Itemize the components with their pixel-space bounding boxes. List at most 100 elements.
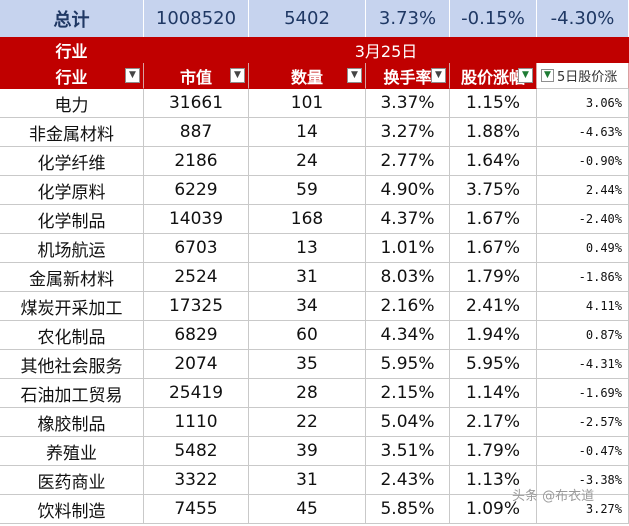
total-five-day-change[interactable]: -4.30% [537, 0, 629, 37]
total-turnover[interactable]: 3.73% [366, 0, 450, 37]
total-market-cap[interactable]: 1008520 [144, 0, 249, 37]
price-change-cell[interactable]: 5.95% [450, 350, 537, 379]
total-price-change[interactable]: -0.15% [450, 0, 537, 37]
filter-active-icon[interactable]: ▼ [518, 68, 533, 83]
industry-cell[interactable]: 其他社会服务 [0, 350, 144, 379]
five-day-change-cell[interactable]: 3.06% [537, 89, 629, 118]
five-day-change-cell[interactable]: -2.40% [537, 205, 629, 234]
dropdown-filter-icon[interactable]: ▼ [347, 68, 362, 83]
count-cell[interactable]: 31 [249, 466, 366, 495]
turnover-cell[interactable]: 2.77% [366, 147, 450, 176]
turnover-cell[interactable]: 2.16% [366, 292, 450, 321]
five-day-change-cell[interactable]: -4.63% [537, 118, 629, 147]
market-cap-cell[interactable]: 25419 [144, 379, 249, 408]
count-cell[interactable]: 14 [249, 118, 366, 147]
price-change-cell[interactable]: 1.67% [450, 205, 537, 234]
price-change-cell[interactable]: 1.15% [450, 89, 537, 118]
industry-cell[interactable]: 金属新材料 [0, 263, 144, 292]
price-change-cell[interactable]: 1.88% [450, 118, 537, 147]
price-change-cell[interactable]: 1.79% [450, 263, 537, 292]
market-cap-cell[interactable]: 31661 [144, 89, 249, 118]
industry-cell[interactable]: 养殖业 [0, 437, 144, 466]
industry-cell[interactable]: 机场航运 [0, 234, 144, 263]
turnover-cell[interactable]: 4.34% [366, 321, 450, 350]
market-cap-cell[interactable]: 2524 [144, 263, 249, 292]
market-cap-cell[interactable]: 2186 [144, 147, 249, 176]
count-cell[interactable]: 45 [249, 495, 366, 524]
five-day-change-cell[interactable]: -0.90% [537, 147, 629, 176]
count-cell[interactable]: 28 [249, 379, 366, 408]
column-header-turnover[interactable]: 换手率 ▼ [366, 63, 450, 89]
turnover-cell[interactable]: 4.37% [366, 205, 450, 234]
turnover-cell[interactable]: 5.95% [366, 350, 450, 379]
price-change-cell[interactable]: 2.17% [450, 408, 537, 437]
five-day-change-cell[interactable]: 0.87% [537, 321, 629, 350]
turnover-cell[interactable]: 4.90% [366, 176, 450, 205]
industry-cell[interactable]: 非金属材料 [0, 118, 144, 147]
count-cell[interactable]: 31 [249, 263, 366, 292]
five-day-change-cell[interactable]: -4.31% [537, 350, 629, 379]
count-cell[interactable]: 60 [249, 321, 366, 350]
turnover-cell[interactable]: 3.37% [366, 89, 450, 118]
industry-cell[interactable]: 饮料制造 [0, 495, 144, 524]
industry-cell[interactable]: 石油加工贸易 [0, 379, 144, 408]
total-label[interactable]: 总计 [0, 0, 144, 37]
turnover-cell[interactable]: 5.85% [366, 495, 450, 524]
market-cap-cell[interactable]: 6829 [144, 321, 249, 350]
header-date[interactable]: 3月25日 [144, 37, 629, 63]
dropdown-filter-icon[interactable]: ▼ [230, 68, 245, 83]
count-cell[interactable]: 39 [249, 437, 366, 466]
column-header-price-change[interactable]: 股价涨幅 ▼ [450, 63, 537, 89]
price-change-cell[interactable]: 1.14% [450, 379, 537, 408]
market-cap-cell[interactable]: 3322 [144, 466, 249, 495]
count-cell[interactable]: 168 [249, 205, 366, 234]
dropdown-filter-icon[interactable]: ▼ [431, 68, 446, 83]
market-cap-cell[interactable]: 17325 [144, 292, 249, 321]
turnover-cell[interactable]: 2.43% [366, 466, 450, 495]
count-cell[interactable]: 13 [249, 234, 366, 263]
market-cap-cell[interactable]: 1110 [144, 408, 249, 437]
five-day-change-cell[interactable]: -0.47% [537, 437, 629, 466]
turnover-cell[interactable]: 3.51% [366, 437, 450, 466]
five-day-change-cell[interactable]: -1.69% [537, 379, 629, 408]
price-change-cell[interactable]: 1.64% [450, 147, 537, 176]
count-cell[interactable]: 59 [249, 176, 366, 205]
count-cell[interactable]: 35 [249, 350, 366, 379]
industry-cell[interactable]: 橡胶制品 [0, 408, 144, 437]
dropdown-filter-icon[interactable]: ▼ [125, 68, 140, 83]
industry-cell[interactable]: 化学制品 [0, 205, 144, 234]
industry-cell[interactable]: 煤炭开采加工 [0, 292, 144, 321]
market-cap-cell[interactable]: 6229 [144, 176, 249, 205]
industry-cell[interactable]: 化学原料 [0, 176, 144, 205]
count-cell[interactable]: 34 [249, 292, 366, 321]
turnover-cell[interactable]: 8.03% [366, 263, 450, 292]
five-day-change-cell[interactable]: -2.57% [537, 408, 629, 437]
price-change-cell[interactable]: 2.41% [450, 292, 537, 321]
turnover-cell[interactable]: 2.15% [366, 379, 450, 408]
column-header-industry[interactable]: 行业 ▼ [0, 63, 144, 89]
column-header-market-cap[interactable]: 市值 ▼ [144, 63, 249, 89]
price-change-cell[interactable]: 3.75% [450, 176, 537, 205]
price-change-cell[interactable]: 1.13% [450, 466, 537, 495]
turnover-cell[interactable]: 5.04% [366, 408, 450, 437]
industry-cell[interactable]: 农化制品 [0, 321, 144, 350]
count-cell[interactable]: 22 [249, 408, 366, 437]
industry-cell[interactable]: 化学纤维 [0, 147, 144, 176]
turnover-cell[interactable]: 3.27% [366, 118, 450, 147]
filter-active-icon[interactable]: ▼ [541, 69, 554, 82]
price-change-cell[interactable]: 1.67% [450, 234, 537, 263]
turnover-cell[interactable]: 1.01% [366, 234, 450, 263]
market-cap-cell[interactable]: 887 [144, 118, 249, 147]
market-cap-cell[interactable]: 7455 [144, 495, 249, 524]
price-change-cell[interactable]: 1.79% [450, 437, 537, 466]
five-day-change-cell[interactable]: 4.11% [537, 292, 629, 321]
column-header-count[interactable]: 数量 ▼ [249, 63, 366, 89]
header-group-label[interactable]: 行业 [0, 37, 144, 63]
count-cell[interactable]: 24 [249, 147, 366, 176]
market-cap-cell[interactable]: 6703 [144, 234, 249, 263]
market-cap-cell[interactable]: 5482 [144, 437, 249, 466]
price-change-cell[interactable]: 1.09% [450, 495, 537, 524]
column-header-five-day[interactable]: ▼ 5日股价涨 [537, 63, 629, 89]
five-day-change-cell[interactable]: 0.49% [537, 234, 629, 263]
five-day-change-cell[interactable]: -1.86% [537, 263, 629, 292]
